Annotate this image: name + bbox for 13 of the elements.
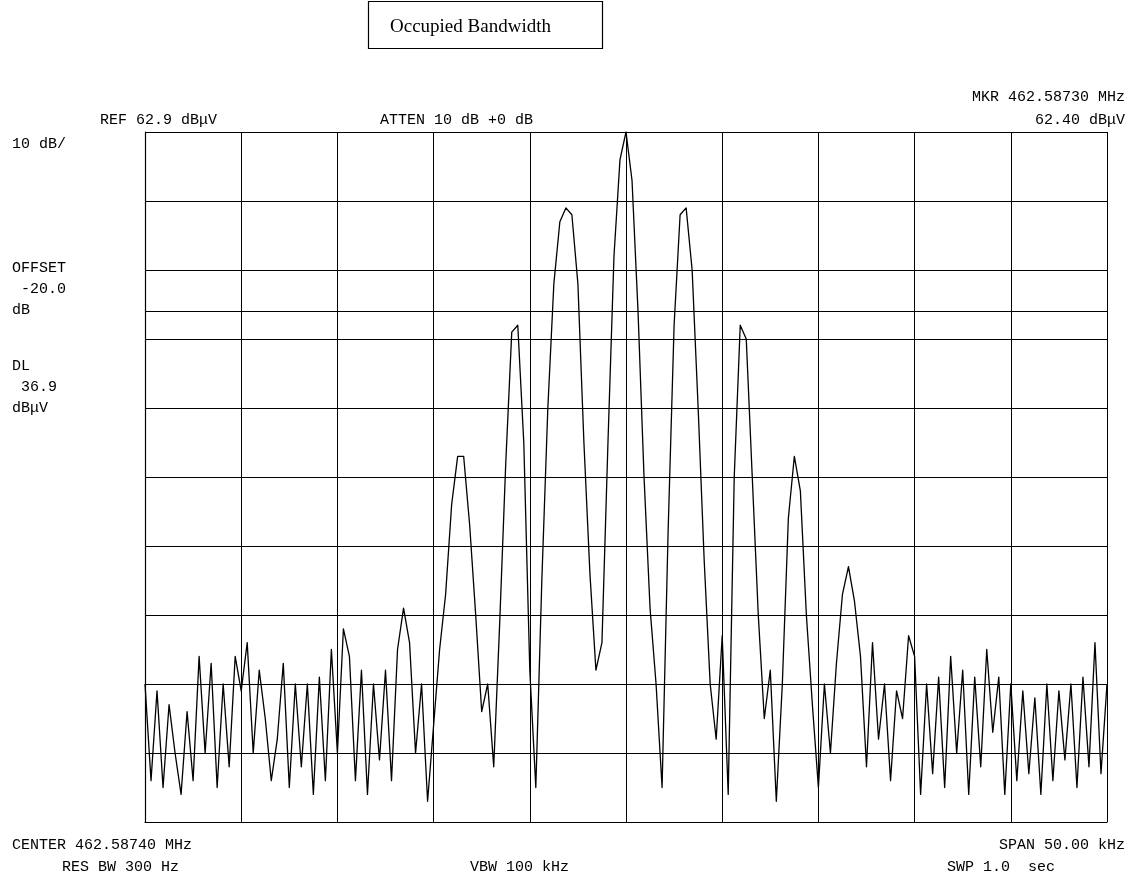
- text: MKR 462.58730 MHz: [971, 89, 1126, 106]
- text: OFFSET -20.0 dB: [12, 260, 67, 319]
- text: SPAN 50.00 kHz: [998, 837, 1126, 854]
- text: SWP 1.0 sec: [946, 859, 1056, 876]
- text: VBW 100 kHz: [470, 859, 570, 876]
- text: CENTER 462.58740 MHz: [12, 837, 193, 854]
- text: 62.40 dBμV: [1034, 112, 1125, 129]
- text: 10 dB/: [12, 136, 67, 153]
- chart-title: Occupied Bandwidth: [390, 15, 552, 36]
- text: DL 36.9 dBμV: [12, 358, 58, 417]
- text: RES BW 300 Hz: [62, 859, 180, 876]
- text: REF 62.9 dBμV: [100, 112, 218, 129]
- text: ATTEN 10 dB +0 dB: [380, 112, 534, 129]
